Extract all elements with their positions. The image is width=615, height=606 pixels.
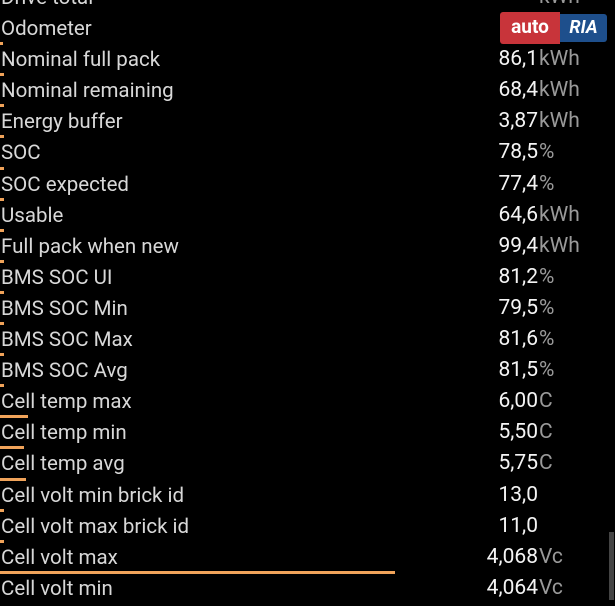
parameter-value: 3,87 [498,109,538,134]
value-indicator [0,322,4,326]
parameter-label: BMS SOC Min [1,296,128,321]
parameter-row: Cell temp max 6,00 C [0,388,615,419]
value-indicator [0,290,4,294]
parameter-label: Cell temp min [1,421,127,446]
parameter-value: 4,064 [486,575,538,600]
parameter-unit: kWh [539,202,580,227]
parameter-label: Cell temp avg [1,452,125,477]
parameter-row: Usable 64,6 kWh [0,202,615,233]
parameter-row: Cell volt max 4,068 Vc [0,544,615,575]
parameter-label: Cell volt min [1,576,113,601]
parameter-row: SOC expected 77,4% [0,171,615,202]
parameter-row: Energy buffer 3,87 kWh [0,108,615,139]
parameter-label: Cell volt min brick id [1,483,185,508]
parameter-value: 13,0 [498,482,538,507]
parameter-unit: kWh [539,109,580,134]
value-indicator [0,259,4,263]
value-indicator [0,446,24,450]
parameter-value: 77,4 [498,171,538,196]
parameter-label: BMS SOC Max [1,328,133,353]
parameter-row: BMS SOC Max 81,6% [0,326,615,357]
parameter-label: Odometer [1,17,92,42]
value-indicator [0,73,4,77]
value-indicator [0,539,4,543]
parameter-label: Nominal full pack [1,48,161,73]
parameter-row: Cell temp avg 5,75 C [0,450,615,481]
scrollbar [609,532,614,600]
parameter-value: 78,5 [498,140,538,165]
parameter-value: 5,75 [498,451,538,476]
parameter-row: Odometer [0,15,615,46]
parameter-unit: C [539,389,553,414]
logo-part: auto [500,12,560,44]
parameter-label: Usable [1,203,64,228]
parameter-label: Cell volt max brick id [1,514,190,539]
value-indicator [0,228,4,232]
parameter-row: Cell volt min 4,064 Vc [0,575,615,606]
value-indicator [0,135,4,139]
parameter-value: 81,6 [498,327,538,352]
parameter-unit: kWh [539,0,580,9]
parameter-value: 64,6 [498,202,538,227]
parameter-row: SOC 78,5% [0,139,615,170]
parameter-unit: % [539,358,555,383]
value-indicator [0,570,395,574]
parameter-label: Drive total [1,0,93,10]
parameter-value: 99,4 [498,233,538,258]
parameter-label: BMS SOC Avg [1,359,128,384]
parameter-unit: Vc [539,575,563,600]
parameter-row: Nominal remaining 68,4 kWh [0,77,615,108]
parameter-row: BMS SOC UI 81,2% [0,264,615,295]
value-indicator [0,197,4,201]
parameter-value: 4,068 [486,544,538,569]
parameter-unit: C [539,451,553,476]
parameter-row: Drive total kWh [0,0,615,15]
parameter-unit: Vc [539,544,563,569]
watermark-logo: auto RIA [500,12,607,44]
parameter-unit: % [539,327,555,352]
parameter-unit: C [539,420,553,445]
logo-part: RIA [560,14,607,42]
parameter-row: BMS SOC Avg 81,5% [0,357,615,388]
parameter-unit: kWh [539,47,580,72]
value-indicator [0,508,4,512]
parameter-value: 81,5 [498,358,538,383]
parameter-value: 11,0 [498,513,538,538]
parameter-unit: kWh [539,233,580,258]
parameter-row: BMS SOC Min 79,5% [0,295,615,326]
parameter-row: Cell volt max brick id 11,0 [0,513,615,544]
parameter-unit: % [539,295,555,320]
parameter-label: BMS SOC UI [1,265,113,290]
parameter-value: 79,5 [498,295,538,320]
parameter-unit: % [539,264,555,289]
parameter-label: Cell volt max [1,545,118,570]
parameter-row: Cell temp min 5,50 C [0,419,615,450]
value-indicator [0,477,26,481]
parameter-unit: % [539,140,555,165]
parameter-value: 6,00 [498,389,538,414]
parameter-label: Cell temp max [1,390,132,415]
parameter-unit: % [539,171,555,196]
parameter-value: 86,1 [498,47,538,72]
parameter-row: Cell volt min brick id 13,0 [0,482,615,513]
parameter-label: SOC [1,141,41,166]
value-indicator [0,42,3,46]
parameter-unit: kWh [539,78,580,103]
value-indicator [0,384,4,388]
parameter-row: Nominal full pack 86,1 kWh [0,46,615,77]
parameter-value: 68,4 [498,78,538,103]
value-indicator [0,415,28,419]
parameter-value: 81,2 [498,264,538,289]
parameter-label: Full pack when new [1,234,179,259]
parameter-value: 5,50 [498,420,538,445]
value-indicator [0,353,4,357]
parameter-label: Nominal remaining [1,79,174,104]
parameter-label: Energy buffer [1,110,123,135]
parameter-row: Full pack when new 99,4 kWh [0,233,615,264]
parameter-label: SOC expected [1,172,129,197]
value-indicator [0,166,4,170]
value-indicator [0,104,4,108]
